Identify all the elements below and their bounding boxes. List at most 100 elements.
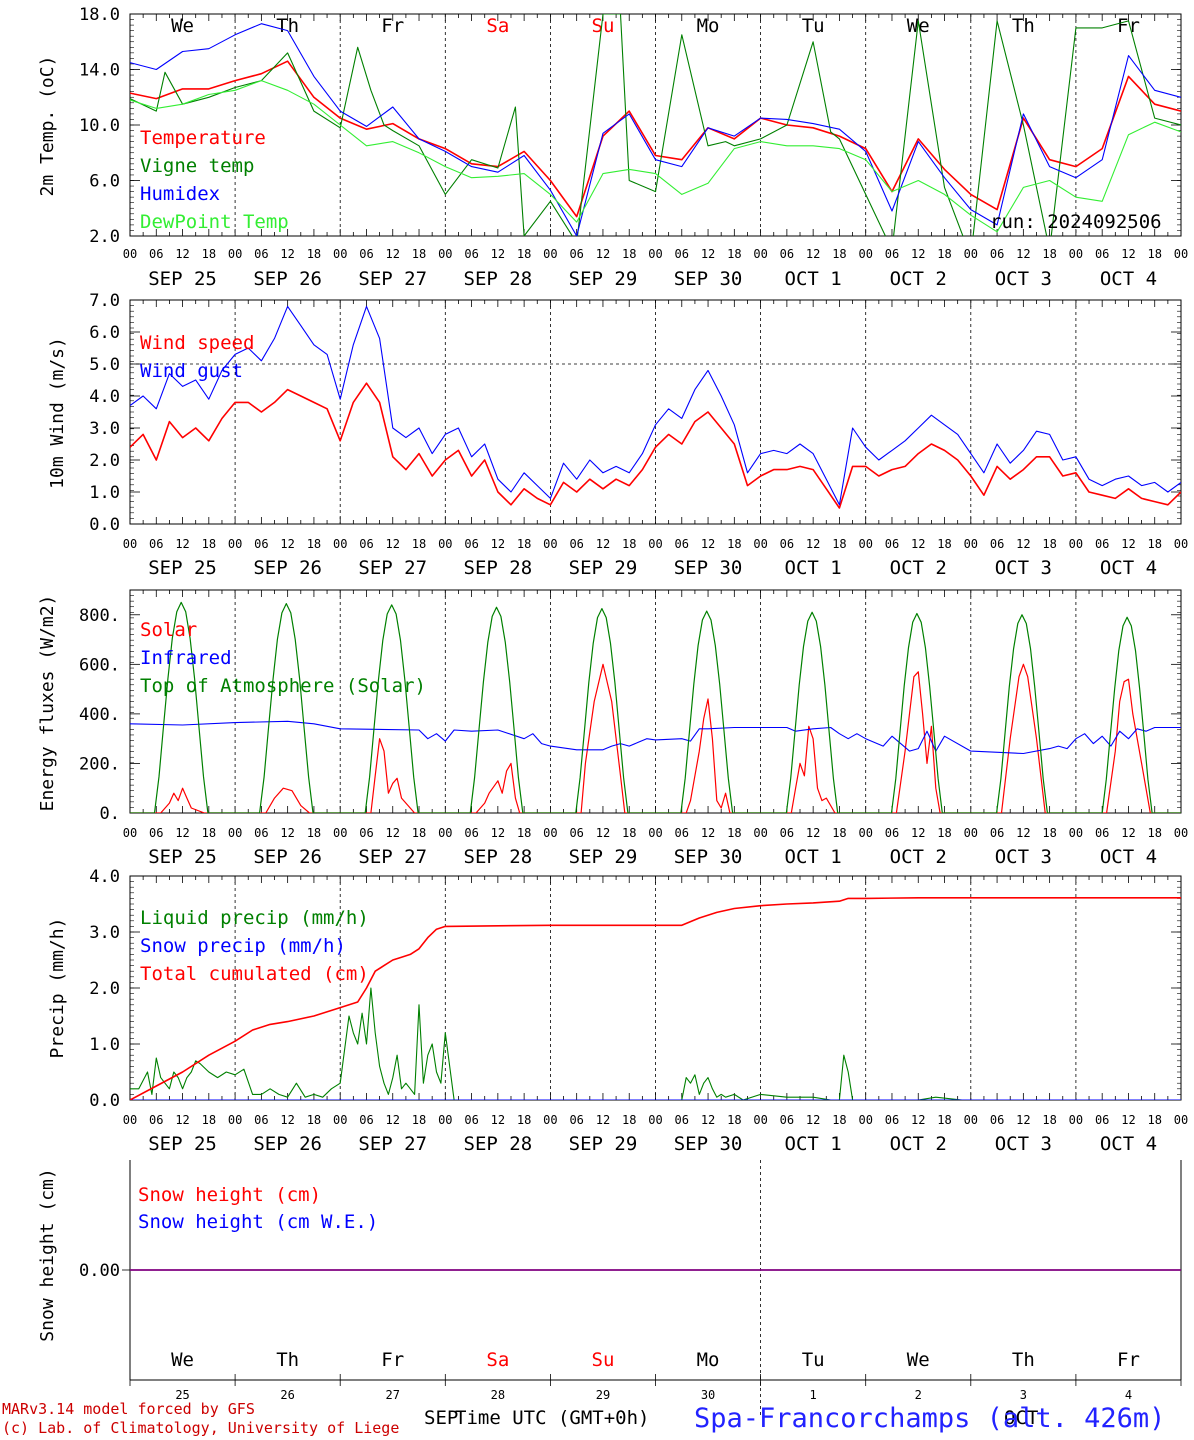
hour-tick-label: 12 [596, 1113, 610, 1127]
hour-tick-label: 00 [1069, 1113, 1083, 1127]
hour-tick-label: 06 [464, 537, 478, 551]
hour-tick-label: 18 [517, 826, 531, 840]
hour-tick-label: 18 [937, 247, 951, 261]
y-tick-label: 14.0 [79, 61, 120, 81]
hour-tick-label: 06 [990, 1113, 1004, 1127]
day-name: We [907, 1349, 930, 1371]
hour-tick-label: 12 [491, 247, 505, 261]
legend-wind-speed: Wind speed [140, 332, 254, 354]
hour-tick-label: 00 [1069, 826, 1083, 840]
date-label: OCT 2 [890, 557, 947, 579]
legend-wind-gust: Wind gust [140, 360, 243, 382]
day-name: Mo [697, 1349, 720, 1371]
hour-tick-label: 00 [648, 826, 662, 840]
y-tick-label: 0.0 [89, 1091, 120, 1111]
hour-tick-label: 00 [1174, 537, 1188, 551]
hour-tick-label: 12 [911, 1113, 925, 1127]
hour-tick-label: 06 [149, 537, 163, 551]
hour-tick-label: 18 [1042, 247, 1056, 261]
y-tick-label: 2.0 [89, 227, 120, 247]
hour-tick-label: 06 [780, 247, 794, 261]
y-tick-label: 4.0 [89, 867, 120, 887]
hour-tick-label: 00 [438, 247, 452, 261]
hour-tick-label: 12 [911, 826, 925, 840]
hour-tick-label: 00 [333, 826, 347, 840]
hour-tick-label: 12 [175, 537, 189, 551]
date-label: SEP 30 [674, 557, 743, 579]
hour-tick-label: 12 [596, 826, 610, 840]
panel-3: 00 06 12 18 00 06 12 18 00 06 12 18 00 06 12 18 00 06 12 18… [89, 867, 1188, 1155]
hour-tick-label: 06 [359, 1113, 373, 1127]
hour-tick-label: 00 [543, 247, 557, 261]
date-label: SEP 27 [358, 268, 427, 290]
day-name: Th [1012, 1349, 1035, 1371]
hour-tick-label: 12 [701, 537, 715, 551]
legend-dewpoint: DewPoint Temp [140, 211, 289, 233]
day-number: 4 [1125, 1388, 1132, 1402]
hour-tick-label: 06 [254, 826, 268, 840]
hour-tick-label: 12 [911, 537, 925, 551]
hour-tick-label: 12 [280, 826, 294, 840]
hour-tick-label: 18 [622, 826, 636, 840]
hour-tick-label: 12 [701, 247, 715, 261]
hour-tick-label: 00 [438, 537, 452, 551]
legend-toa: Top of Atmosphere (Solar) [140, 675, 426, 697]
y-tick-label: 800. [79, 606, 120, 626]
hour-tick-label: 18 [622, 537, 636, 551]
hour-tick-label: 00 [1174, 1113, 1188, 1127]
station-label: Spa-Francorchamps (alt. 426m) [694, 1403, 1165, 1434]
hour-tick-label: 00 [543, 826, 557, 840]
hour-tick-label: 12 [806, 247, 820, 261]
date-label: OCT 4 [1100, 1133, 1157, 1155]
hour-tick-label: 18 [1042, 537, 1056, 551]
date-label: OCT 1 [785, 268, 842, 290]
y-tick-label: 3.0 [89, 419, 120, 439]
hour-tick-label: 18 [307, 1113, 321, 1127]
run-label: run: 2024092506 [990, 211, 1162, 233]
day-name: Su [592, 15, 615, 37]
day-number: 28 [491, 1388, 505, 1402]
legend-humidex: Humidex [140, 183, 220, 205]
date-label: OCT 2 [890, 846, 947, 868]
hour-tick-label: 06 [1095, 826, 1109, 840]
hour-tick-label: 06 [359, 537, 373, 551]
hour-tick-label: 12 [491, 1113, 505, 1127]
panel-1: 00 06 12 18 00 06 12 18 00 06 12 18 00 06 12 18 00 06 12 18… [89, 291, 1188, 579]
hour-tick-label: 18 [307, 826, 321, 840]
hour-tick-label: 06 [254, 247, 268, 261]
hour-tick-label: 12 [806, 537, 820, 551]
hour-tick-label: 06 [149, 826, 163, 840]
hour-tick-label: 12 [1121, 826, 1135, 840]
hour-tick-label: 06 [1095, 247, 1109, 261]
hour-tick-label: 00 [648, 1113, 662, 1127]
y-tick-label: 7.0 [89, 291, 120, 311]
date-label: SEP 29 [569, 1133, 638, 1155]
hour-tick-label: 00 [333, 537, 347, 551]
hour-tick-label: 06 [464, 1113, 478, 1127]
hour-tick-label: 00 [858, 537, 872, 551]
ylabel-snow: Snow height (cm) [37, 1168, 58, 1341]
date-label: SEP 28 [464, 846, 533, 868]
date-label: OCT 3 [995, 846, 1052, 868]
day-name: Th [276, 15, 299, 37]
hour-tick-label: 06 [885, 247, 899, 261]
series-group [130, 14, 1181, 236]
hour-tick-label: 00 [1174, 247, 1188, 261]
date-label: OCT 4 [1100, 846, 1157, 868]
hour-tick-label: 18 [202, 826, 216, 840]
flux-legend: Solar Infrared Top of Atmosphere (Solar) [140, 619, 426, 697]
date-label: SEP 26 [253, 557, 322, 579]
hour-tick-label: 12 [491, 537, 505, 551]
day-number: 29 [596, 1388, 610, 1402]
hour-tick-label: 18 [937, 537, 951, 551]
day-name: Fr [381, 15, 404, 37]
y-tick-label: 6.0 [89, 323, 120, 343]
hour-tick-label: 06 [254, 537, 268, 551]
date-label: SEP 28 [464, 268, 533, 290]
date-label: OCT 2 [890, 268, 947, 290]
date-label: OCT 3 [995, 557, 1052, 579]
series-dewpoint-temp [130, 80, 1181, 233]
hour-tick-label: 00 [964, 537, 978, 551]
date-label: SEP 29 [569, 557, 638, 579]
hour-tick-label: 06 [675, 247, 689, 261]
